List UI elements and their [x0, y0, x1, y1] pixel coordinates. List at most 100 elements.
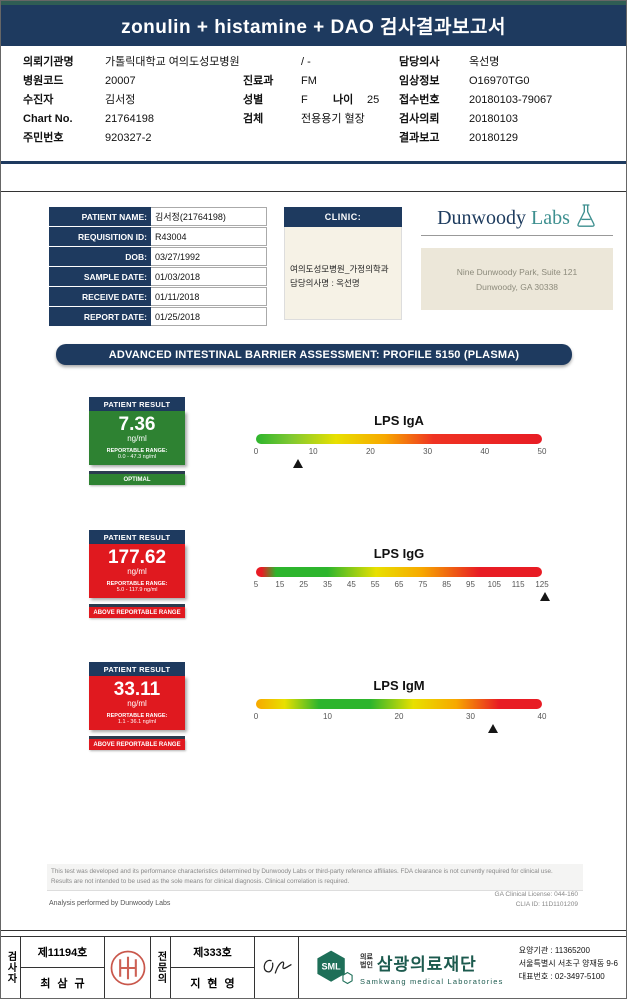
result-panel-lps-igm: PATIENT RESULT 33.11 ng/ml REPORTABLE RA…: [1, 662, 626, 762]
field-value: 20007: [105, 75, 136, 87]
axis-tick: 0: [253, 712, 259, 721]
specialist-number: 제333호: [171, 937, 254, 968]
result-unit: ng/ml: [127, 567, 147, 577]
card-value: 01/25/2018: [151, 307, 267, 326]
gauge-bar: [256, 567, 542, 577]
marker-row: [256, 591, 550, 603]
examiner-stamp-icon: [105, 937, 151, 998]
field-label: 접수번호: [399, 94, 440, 106]
result-panel-lps-iga: PATIENT RESULT 7.36 ng/ml REPORTABLE RAN…: [1, 397, 626, 497]
specialist-cell: 제333호 지현영: [171, 937, 255, 998]
info-row: 의뢰기관명 가톨릭대학교 여의도성모병원 / - 담당의사 옥선명: [23, 53, 620, 72]
field-value: 920327-2: [105, 132, 152, 144]
axis-tick: 75: [418, 580, 428, 589]
lab-brand: SML 의료 법인 삼광의료재단 Samkwang medical Labora…: [299, 937, 504, 998]
axis-tick: 10: [308, 447, 318, 456]
axis-tick: 105: [487, 580, 502, 589]
flask-icon: [577, 204, 595, 227]
status-ribbon: ABOVE REPORTABLE RANGE: [89, 607, 185, 618]
card-label: PATIENT NAME:: [49, 207, 151, 226]
examiner-name: 최삼규: [40, 978, 92, 990]
contact-line1: 요양기관 : 11365200: [518, 946, 590, 955]
card-row: REQUISITION ID: R43004: [49, 227, 267, 246]
reportable-range-label: REPORTABLE RANGE:: [106, 712, 168, 719]
field-label: 수진자: [23, 94, 54, 106]
card-row: PATIENT NAME: 김서정(21764198): [49, 207, 267, 226]
analysis-note: Analysis performed by Dunwoody Labs: [49, 900, 171, 907]
card-row: RECEIVE DATE: 01/11/2018: [49, 287, 267, 306]
field-value: 25: [367, 94, 380, 106]
axis-tick: 65: [394, 580, 404, 589]
license-line1: GA Clinical License: 044-160: [494, 891, 578, 898]
info-row: Chart No. 21764198 검체 전용용기 혈장 검사의뢰 20180…: [23, 110, 620, 129]
axis-tick: 20: [394, 712, 404, 721]
license-line2: CLIA ID: 11D1101209: [515, 901, 578, 909]
card-value: 01/03/2018: [151, 267, 267, 286]
field-value: 20180103: [469, 113, 518, 125]
patient-result-box: 33.11 ng/ml REPORTABLE RANGE: 1.1 - 36.1…: [89, 676, 185, 730]
field-value: 전용용기 혈장: [301, 113, 365, 125]
axis-tick: 0: [253, 447, 259, 456]
result-value: 177.62: [107, 547, 167, 569]
field-value: O16970TG0: [469, 75, 530, 87]
axis-tick: 15: [275, 580, 285, 589]
axis-tick: 5: [253, 580, 259, 589]
axis-tick: 35: [323, 580, 332, 589]
gauge-block: LPS IgM 0 10 20 30 40: [253, 678, 546, 735]
section-divider: [1, 161, 626, 164]
field-label: 병원코드: [23, 75, 64, 87]
card-value: 03/27/1992: [151, 247, 267, 266]
org-type: 의료 법인: [360, 954, 373, 970]
report-title: zonulin + histamine + DAO 검사결과보고서: [121, 17, 506, 38]
license-info: GA Clinical License: 044-160 CLIA ID: 11…: [495, 890, 578, 911]
disclaimer-text: This test was developed and its performa…: [47, 864, 583, 892]
reportable-range-value: 5.0 - 117.9 ng/ml: [116, 587, 158, 594]
card-label: RECEIVE DATE:: [49, 287, 151, 306]
lab-logo-block: Dunwoody Labs Nine Dunwoody Park, Suite …: [421, 202, 613, 310]
marker-row: [256, 723, 542, 735]
patient-info-section: 의뢰기관명 가톨릭대학교 여의도성모병원 / - 담당의사 옥선명 병원코드 2…: [1, 53, 626, 153]
patient-result-header: PATIENT RESULT: [89, 662, 185, 676]
patient-result-header: PATIENT RESULT: [89, 397, 185, 411]
field-label: 진료과: [243, 75, 274, 87]
axis-tick: 115: [511, 580, 525, 589]
info-row: 수진자 김서정 성별 F 나이 25 접수번호 20180103-79067: [23, 91, 620, 110]
axis-tick: 30: [423, 447, 433, 456]
clinic-name: 여의도성모병원_가정의학과: [290, 264, 389, 274]
marker-row: [256, 458, 542, 470]
dunwoody-logo: Dunwoody Labs: [421, 202, 613, 236]
footer: 검사자 제11194호 최삼규 전문의 제333호 지현영: [1, 936, 626, 998]
field-value: 옥선명: [469, 56, 500, 68]
axis-ticks: 5 15 25 35 45 55 65 75 85 95 105 115 125: [253, 580, 549, 591]
clinic-doctor: 담당의사명 : 옥선명: [290, 277, 360, 288]
certification-table: 검사자 제11194호 최삼규 전문의 제333호 지현영: [1, 937, 299, 998]
result-unit: ng/ml: [127, 699, 147, 709]
card-row: REPORT DATE: 01/25/2018: [49, 307, 267, 326]
status-ribbon: OPTIMAL: [89, 474, 185, 485]
card-row: SAMPLE DATE: 01/03/2018: [49, 267, 267, 286]
gauge-block: LPS IgG 5 15 25 35 45 55 65 75 85 95 105 115 125: [253, 546, 550, 603]
org-type-line2: 법인: [360, 962, 373, 969]
gauge-block: LPS IgA 0 10 20 30 40 50: [253, 413, 547, 470]
field-value: FM: [301, 75, 317, 87]
examiner-role-label: 검사자: [1, 937, 21, 998]
reportable-range-label: REPORTABLE RANGE:: [106, 447, 168, 454]
disclaimer-line1: This test was developed and its performa…: [51, 868, 553, 875]
axis-tick: 45: [346, 580, 356, 589]
specialist-role-label: 전문의: [151, 937, 171, 998]
org-name-block: 의료 법인 삼광의료재단 Samkwang medical Laboratori…: [360, 950, 504, 986]
field-label: Chart No.: [23, 113, 73, 125]
card-label: REQUISITION ID:: [49, 227, 151, 246]
disclaimer-line2: Results are not intended to be used as t…: [51, 878, 350, 886]
axis-ticks: 0 10 20 30 40 50: [253, 447, 547, 458]
contact-line2: 서울특별시 서초구 양재동 9-6: [518, 958, 618, 968]
info-row: 주민번호 920327-2 결과보고 20180129: [23, 129, 620, 148]
org-type-line1: 의료: [360, 953, 373, 961]
field-label: 검사의뢰: [399, 113, 440, 125]
org-english-name: Samkwang medical Laboratories: [360, 976, 504, 986]
card-label: DOB:: [49, 247, 151, 266]
result-marker-icon: [293, 459, 304, 468]
axis-tick: 55: [370, 580, 380, 589]
reportable-range-label: REPORTABLE RANGE:: [106, 580, 168, 587]
